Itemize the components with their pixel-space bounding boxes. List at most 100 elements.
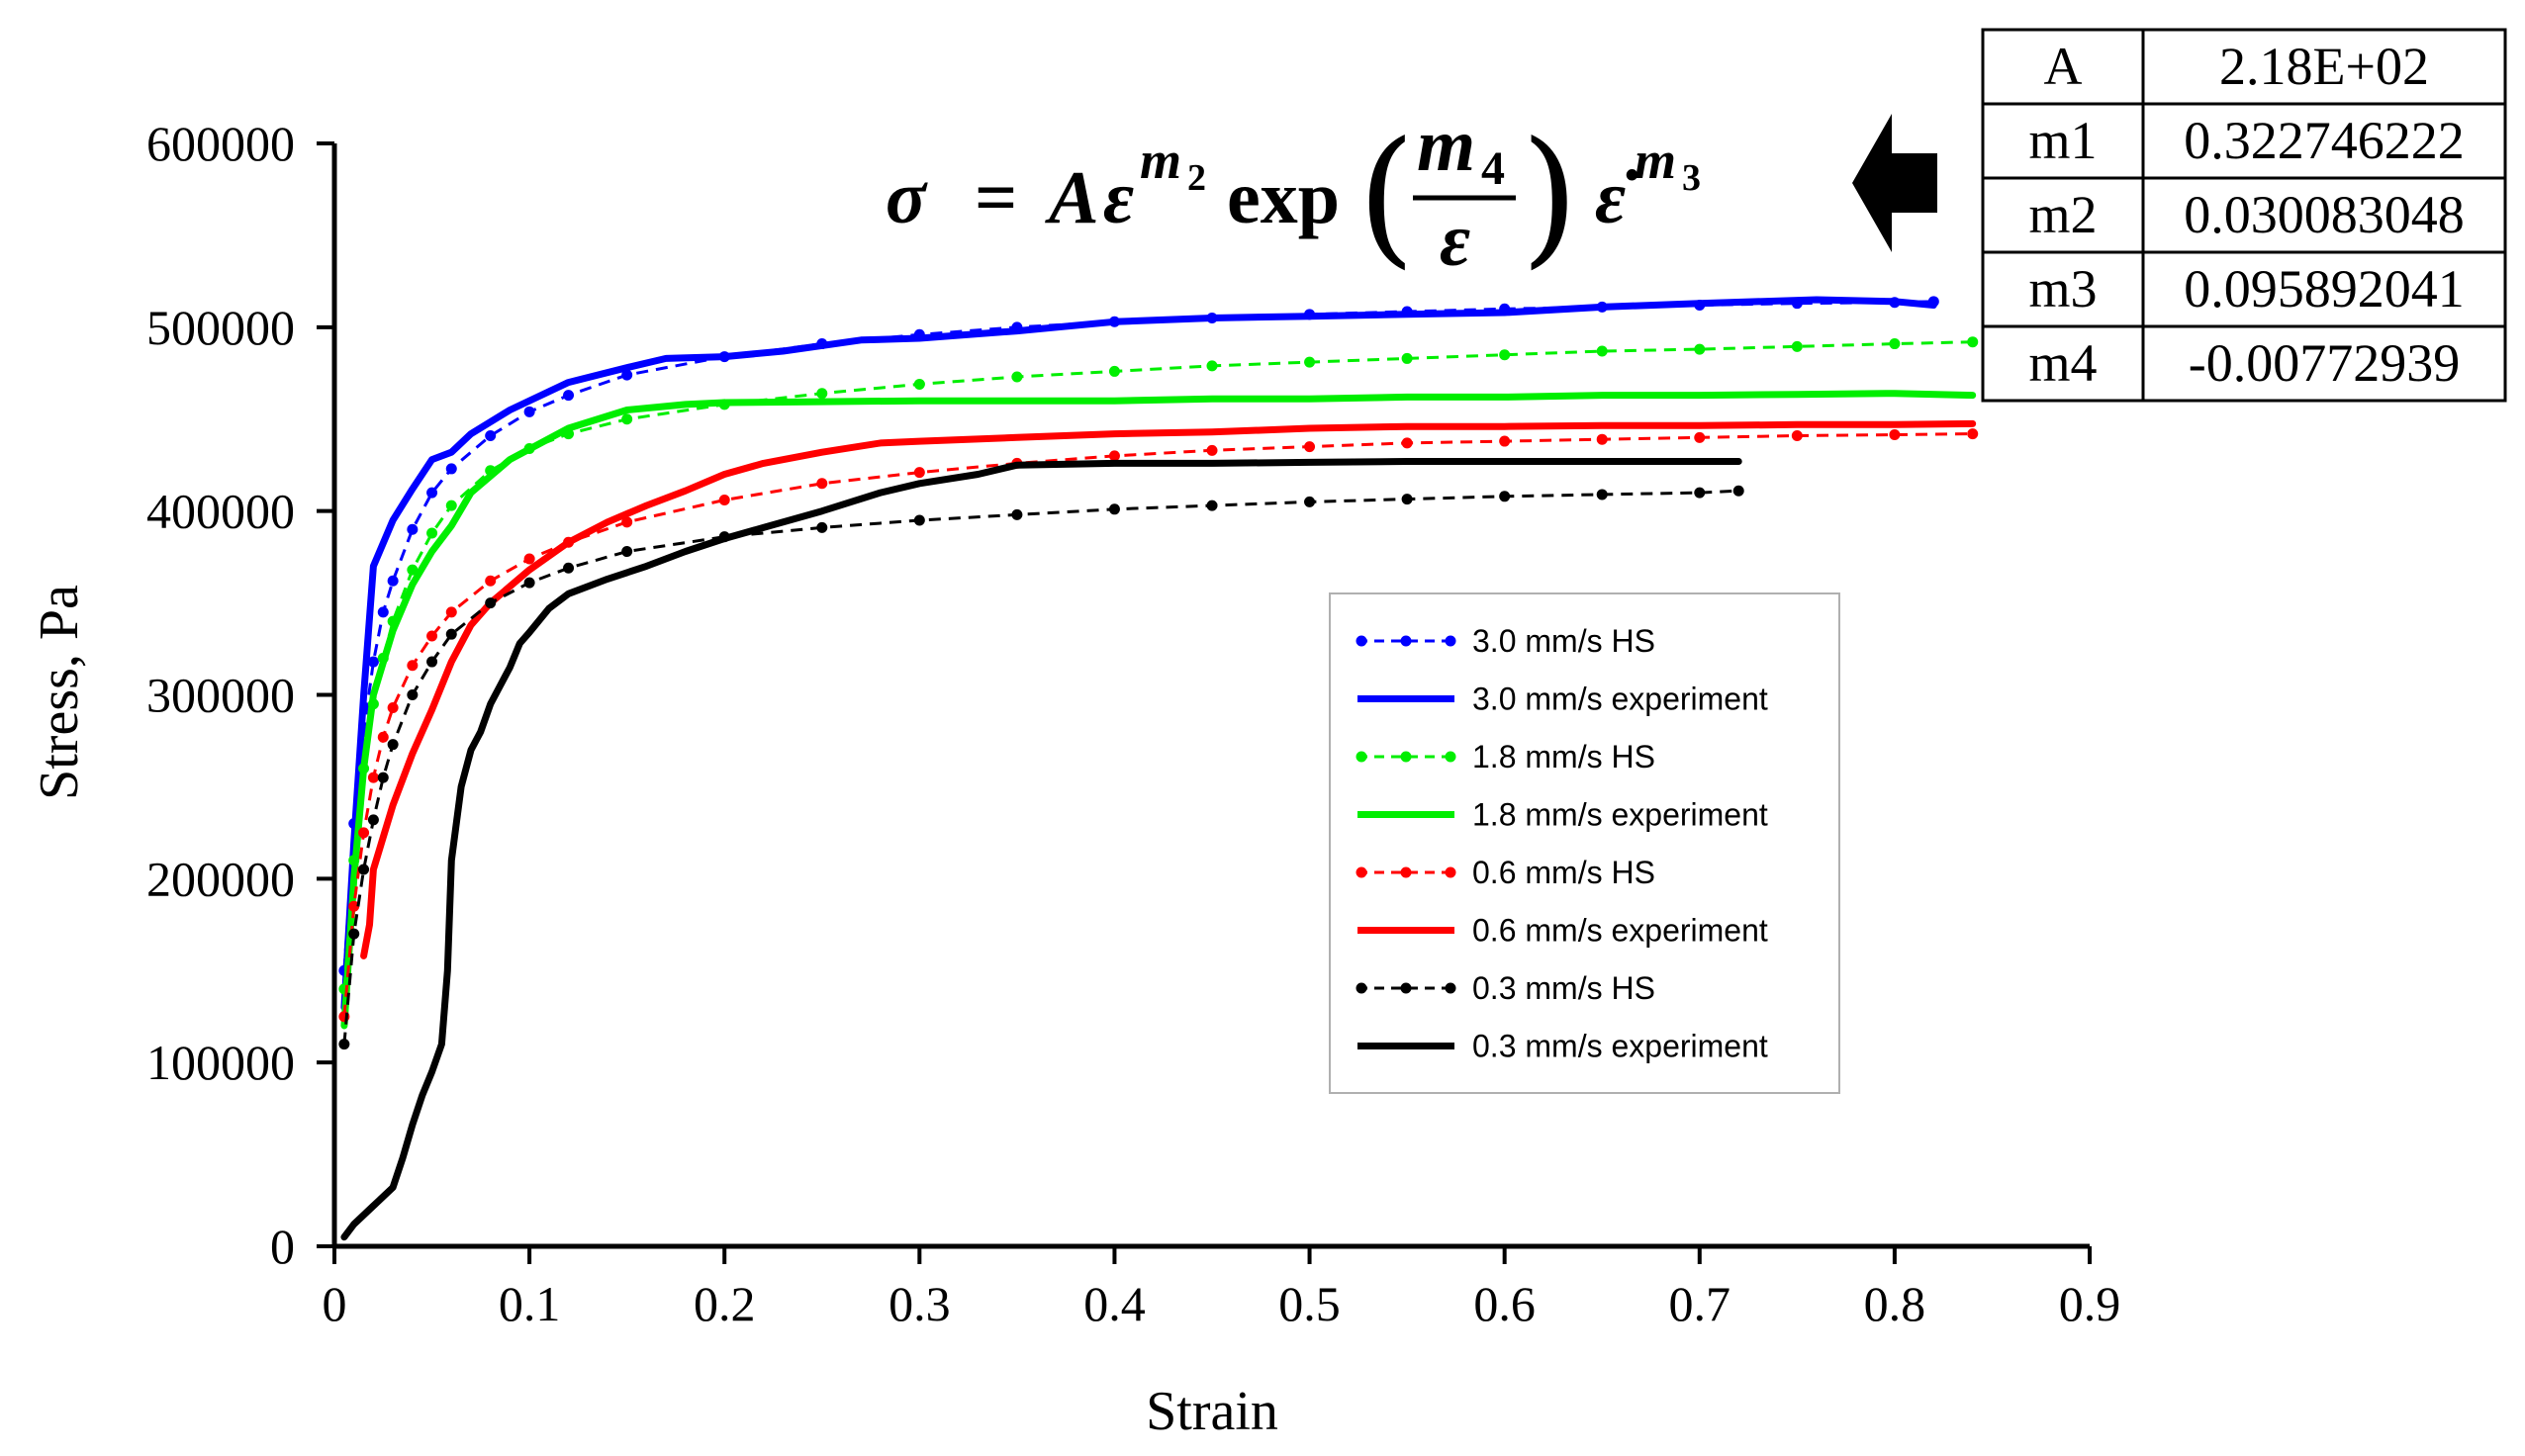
data-point <box>1596 345 1608 357</box>
data-point <box>1304 496 1316 507</box>
table-border <box>1981 28 2507 403</box>
data-point <box>367 814 379 826</box>
data-point <box>377 606 389 618</box>
data-point <box>1889 429 1901 441</box>
legend-marker <box>1400 866 1412 878</box>
data-point <box>426 527 438 539</box>
data-point <box>1011 508 1023 520</box>
data-point <box>387 739 399 751</box>
data-point <box>523 406 535 417</box>
y-axis-title: Stress, Pa <box>29 585 90 800</box>
y-tick-label: 0 <box>270 1219 295 1274</box>
x-tick-label: 0.3 <box>888 1276 951 1331</box>
legend-label: 0.3 mm/s experiment <box>1472 1029 1768 1064</box>
data-point <box>1206 360 1218 372</box>
series-line <box>340 458 1742 1241</box>
data-point <box>445 606 457 618</box>
series-line <box>342 432 1973 1017</box>
data-point <box>1967 428 1979 440</box>
legend-marker <box>1356 866 1367 878</box>
legend-label: 0.6 mm/s HS <box>1472 855 1655 890</box>
data-point <box>1401 437 1413 449</box>
equation-m2: m <box>1140 131 1181 190</box>
table-param-name: A <box>2044 37 2083 96</box>
y-tick-label: 600000 <box>146 116 295 171</box>
x-ticks: 0 0.1 0.2 0.3 0.4 0.5 0.6 0.7 0.8 0.9 <box>323 1246 2120 1331</box>
data-point <box>1401 352 1413 364</box>
y-tick-label: 200000 <box>146 851 295 906</box>
data-point <box>1694 431 1706 443</box>
legend-marker <box>1400 635 1412 647</box>
y-tick-label: 300000 <box>146 668 295 723</box>
arrow-icon <box>1852 114 1937 252</box>
data-point <box>426 656 438 668</box>
series-1-8-mm-s-experiment <box>340 390 1977 1030</box>
data-point <box>358 864 370 875</box>
y-tick-label: 400000 <box>146 484 295 539</box>
legend-label: 0.3 mm/s HS <box>1472 970 1655 1006</box>
data-point <box>407 660 419 672</box>
legend-box <box>1329 592 1840 1094</box>
table-param-name: m3 <box>2028 259 2097 318</box>
data-point <box>563 390 575 402</box>
table-param-name: m2 <box>2028 185 2097 244</box>
data-point <box>1499 491 1511 502</box>
data-point <box>621 516 633 528</box>
data-point <box>445 628 457 640</box>
data-point <box>1011 371 1023 383</box>
equation-paren-close: ) <box>1521 111 1579 283</box>
data-point <box>1791 340 1803 352</box>
data-point <box>816 388 828 400</box>
data-point <box>426 487 438 499</box>
data-point <box>1108 365 1120 377</box>
data-point <box>523 553 535 565</box>
legend-marker <box>1356 982 1367 994</box>
data-point <box>563 562 575 574</box>
data-point <box>485 597 497 609</box>
y-tick-label: 500000 <box>146 300 295 355</box>
x-tick-label: 0.2 <box>694 1276 756 1331</box>
equation-epsilon: ε <box>1103 156 1134 239</box>
data-point <box>348 928 360 940</box>
data-point <box>1889 338 1901 350</box>
equation: σ = A ε m 2 exp ( m 4 ε ) ε̇ m 3 <box>886 104 1701 283</box>
table-param-name: m4 <box>2028 333 2097 393</box>
data-point <box>407 523 419 535</box>
data-point <box>348 900 360 912</box>
data-point <box>387 702 399 714</box>
equation-equals: = <box>975 156 1017 239</box>
data-point <box>1694 487 1706 499</box>
series-line <box>340 296 1937 1011</box>
data-point <box>387 575 399 587</box>
series-line <box>360 419 1977 959</box>
equation-strain-rate: ε̇ <box>1595 156 1637 239</box>
y-ticks: 0 100000 200000 300000 400000 500000 600000 <box>146 116 334 1274</box>
table-param-value: 0.322746222 <box>2184 111 2465 170</box>
legend-marker <box>1445 982 1456 994</box>
legend-marker <box>1356 751 1367 763</box>
legend-marker <box>1356 635 1367 647</box>
data-point <box>1694 343 1706 355</box>
series-layer <box>338 296 1979 1241</box>
data-point <box>367 772 379 783</box>
series-line <box>340 390 1977 1030</box>
data-point <box>816 521 828 533</box>
table-param-value: 0.030083048 <box>2184 185 2465 244</box>
equation-m3-sub: 3 <box>1682 157 1701 199</box>
data-point <box>523 577 535 589</box>
data-point <box>621 546 633 558</box>
legend-label: 1.8 mm/s HS <box>1472 739 1655 774</box>
data-point <box>407 689 419 700</box>
data-point <box>445 500 457 511</box>
data-point <box>1732 485 1744 497</box>
data-point <box>913 514 925 526</box>
data-point <box>1108 503 1120 515</box>
legend-marker <box>1445 635 1456 647</box>
equation-m4: m <box>1417 104 1475 187</box>
data-point <box>377 772 389 783</box>
x-tick-label: 0.6 <box>1473 1276 1536 1331</box>
equation-a: A <box>1045 156 1099 239</box>
data-point <box>621 369 633 381</box>
series-0-3-mm-s-hs <box>338 485 1744 1050</box>
